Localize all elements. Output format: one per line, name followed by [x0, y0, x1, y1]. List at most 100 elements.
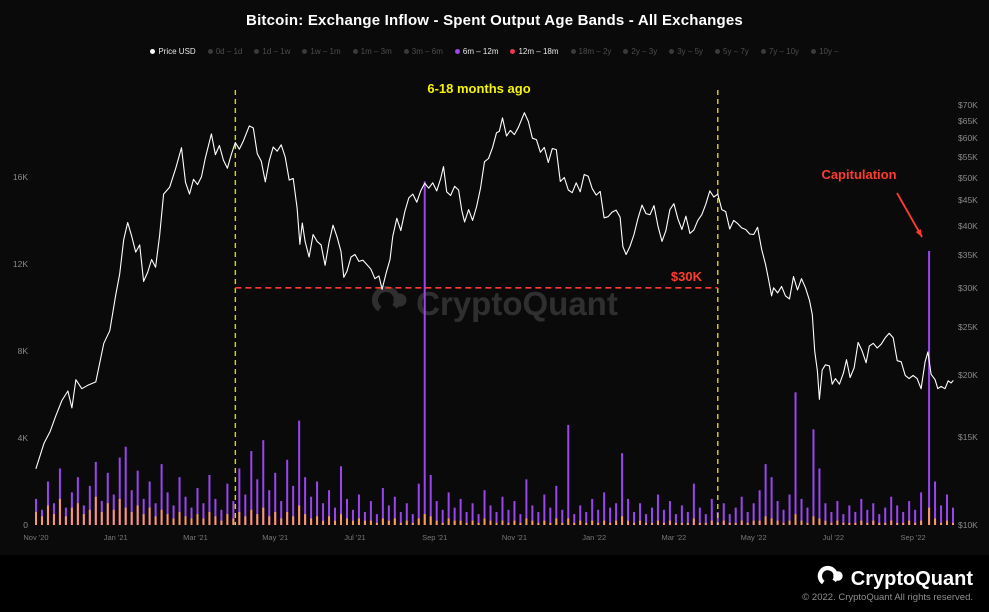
legend-item[interactable]: Price USD [150, 47, 196, 56]
inflow-bar-6m-12m [764, 464, 767, 525]
inflow-bar-12m-18m [124, 507, 127, 525]
legend-dot-icon [669, 49, 675, 54]
legend-item[interactable]: 1d – 1w [254, 47, 290, 56]
legend-dot-icon [570, 49, 576, 54]
legend-item[interactable]: 0d – 1d [207, 47, 242, 56]
inflow-bar-6m-12m [166, 492, 169, 525]
inflow-bar-12m-18m [920, 520, 923, 525]
inflow-bar-12m-18m [525, 518, 528, 525]
inflow-bar-6m-12m [507, 509, 510, 525]
inflow-bar-12m-18m [585, 522, 588, 525]
inflow-bar-6m-12m [662, 509, 665, 525]
inflow-bar-6m-12m [477, 514, 480, 525]
page-title: Bitcoin: Exchange Inflow - Spent Output … [246, 12, 743, 29]
inflow-bar-6m-12m [94, 461, 97, 525]
inflow-bar-12m-18m [764, 516, 767, 525]
inflow-bar-12m-18m [220, 520, 223, 525]
legend-item[interactable]: 1w – 1m [302, 47, 341, 56]
legend-item[interactable]: 10y – [811, 47, 839, 56]
inflow-bar-6m-12m [405, 503, 408, 525]
inflow-bar-6m-12m [567, 424, 570, 525]
inflow-bar-6m-12m [591, 498, 594, 525]
inflow-bar-12m-18m [465, 522, 468, 525]
inflow-bar-6m-12m [698, 507, 701, 525]
inflow-bar-6m-12m [250, 451, 253, 525]
inflow-bar-6m-12m [830, 511, 833, 525]
inflow-bar-12m-18m [621, 516, 624, 525]
inflow-bar-12m-18m [381, 518, 384, 525]
inflow-bar-6m-12m [902, 511, 905, 525]
inflow-bar-12m-18m [686, 522, 689, 525]
inflow-bar-12m-18m [130, 511, 133, 525]
inflow-bar-6m-12m [842, 514, 845, 525]
legend-item[interactable]: 18m – 2y [570, 47, 611, 56]
inflow-bar-12m-18m [531, 520, 534, 525]
legend-item[interactable]: 12m – 18m [510, 47, 559, 56]
inflow-bar-12m-18m [369, 520, 372, 525]
inflow-bar-12m-18m [746, 522, 749, 525]
legend-item[interactable]: 2y – 3y [623, 47, 657, 56]
legend-item[interactable]: 6m – 12m [454, 47, 498, 56]
cryptoquant-logo-icon [817, 563, 843, 595]
right-axis-tick: $60K [958, 133, 978, 144]
inflow-bar-12m-18m [184, 516, 187, 525]
inflow-bar-12m-18m [567, 518, 570, 525]
inflow-bar-6m-12m [202, 503, 205, 525]
legend-label: 2y – 3y [631, 47, 658, 56]
legend-item[interactable]: 3y – 5y [669, 47, 703, 56]
legend-label: Price USD [158, 47, 196, 56]
inflow-bar-12m-18m [812, 516, 815, 525]
legend-item[interactable]: 3m – 6m [403, 47, 443, 56]
inflow-bar-6m-12m [627, 498, 630, 525]
inflow-bar-12m-18m [698, 522, 701, 525]
inflow-bar-12m-18m [928, 507, 931, 525]
inflow-bar-12m-18m [118, 498, 121, 525]
inflow-bar-6m-12m [459, 498, 462, 525]
inflow-bar-12m-18m [890, 520, 893, 525]
inflow-bar-12m-18m [788, 520, 791, 525]
inflow-bar-6m-12m [645, 514, 648, 525]
inflow-bar-6m-12m [734, 507, 737, 525]
inflow-bar-6m-12m [794, 392, 797, 525]
x-axis-tick: Sep '22 [900, 533, 926, 542]
inflow-bar-6m-12m [399, 511, 402, 525]
inflow-bar-6m-12m [154, 503, 157, 525]
inflow-bar-6m-12m [268, 490, 271, 525]
legend-item[interactable]: 1m – 3m [352, 47, 392, 56]
inflow-bar-12m-18m [728, 522, 731, 525]
legend-dot-icon [811, 49, 817, 54]
x-axis-tick: Jan '22 [582, 533, 607, 542]
inflow-bar-6m-12m [441, 509, 444, 525]
footer-brand[interactable]: CryptoQuant [817, 563, 973, 595]
inflow-bar-12m-18m [238, 511, 241, 525]
legend-dot-icon [510, 49, 516, 54]
inflow-bar-6m-12m [417, 483, 420, 525]
inflow-bar-12m-18m [561, 522, 564, 525]
inflow-bar-12m-18m [722, 520, 725, 525]
inflow-bar-6m-12m [58, 468, 61, 525]
x-axis-tick: Jul '22 [822, 533, 845, 542]
inflow-bar-12m-18m [387, 520, 390, 525]
inflow-bar-6m-12m [788, 494, 791, 525]
inflow-bar-12m-18m [226, 514, 229, 525]
inflow-bar-12m-18m [399, 522, 402, 525]
legend-dot-icon [454, 49, 460, 54]
inflow-bar-12m-18m [322, 520, 325, 525]
legend-item[interactable]: 5y – 7y [715, 47, 749, 56]
legend-item[interactable]: 7y – 10y [760, 47, 799, 56]
inflow-bar-6m-12m [220, 509, 223, 525]
inflow-bar-12m-18m [435, 520, 438, 525]
x-axis-tick: Jul '21 [344, 533, 366, 542]
left-axis-tick: 16K [12, 172, 28, 182]
right-axis-tick: $55K [958, 151, 978, 162]
cryptoquant-logo-icon [371, 282, 407, 326]
inflow-bar-12m-18m [758, 520, 761, 525]
capitulation-annotation: Capitulation [821, 167, 897, 182]
inflow-bar-12m-18m [776, 520, 779, 525]
inflow-bar-12m-18m [46, 505, 49, 525]
right-axis-tick: $40K [958, 220, 978, 231]
inflow-bar-6m-12m [872, 503, 875, 525]
inflow-bar-6m-12m [597, 509, 600, 525]
inflow-bar-6m-12m [292, 485, 295, 525]
